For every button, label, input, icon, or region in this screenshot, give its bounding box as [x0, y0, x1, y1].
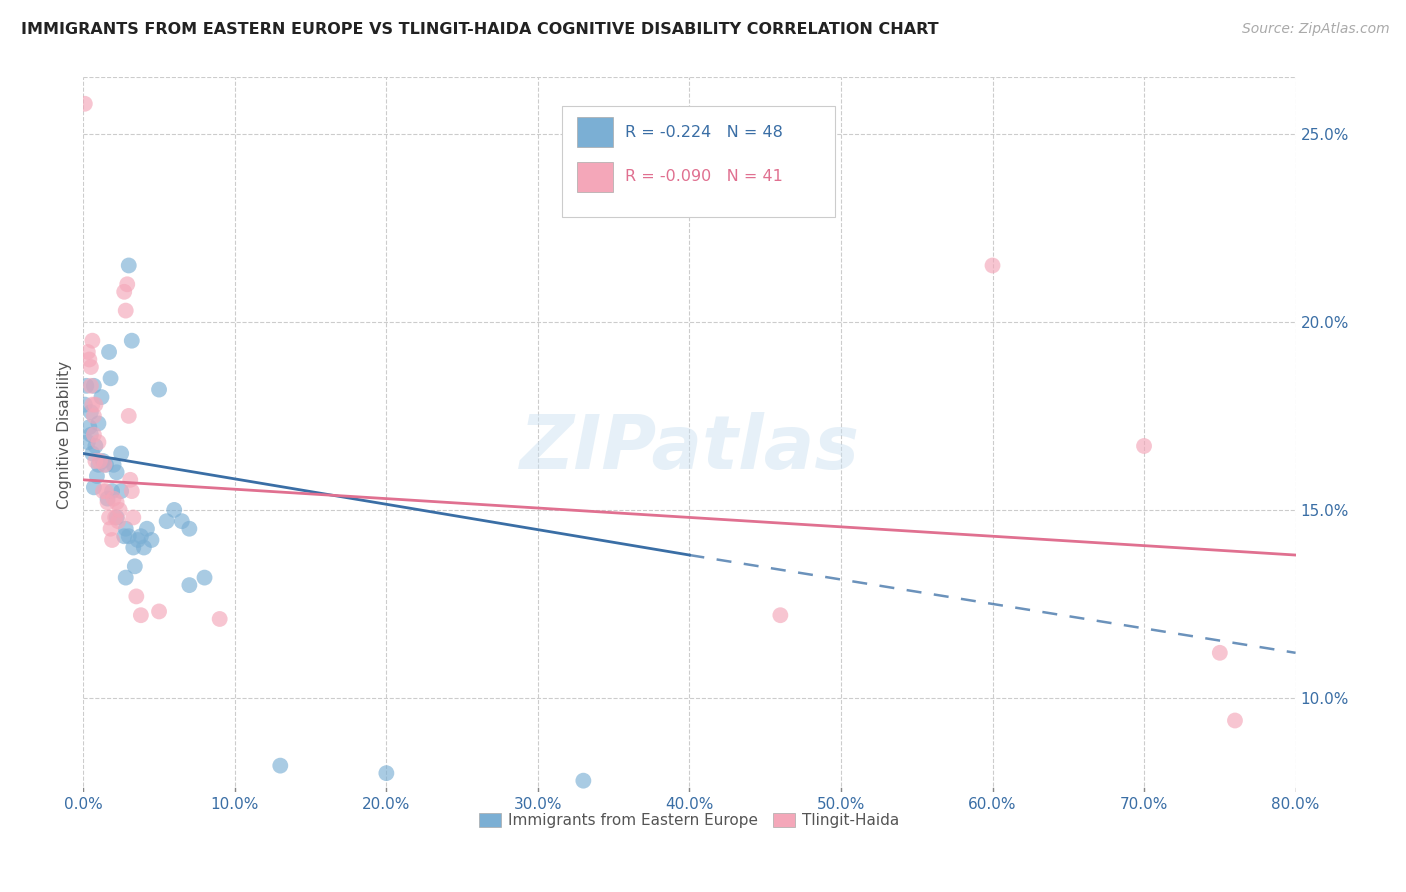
Point: [156, 514, 179, 528]
Point: [105, 510, 128, 524]
Point: [76, 345, 98, 359]
Text: R = -0.090   N = 41: R = -0.090 N = 41: [626, 169, 783, 185]
Point: [100, 371, 122, 385]
Point: [110, 446, 132, 460]
Point: [73, 96, 96, 111]
Point: [208, 612, 231, 626]
Point: [84, 398, 107, 412]
Point: [82, 446, 104, 460]
Point: [96, 495, 118, 509]
Point: [129, 529, 152, 543]
Point: [118, 529, 141, 543]
Point: [87, 458, 110, 472]
Point: [87, 435, 110, 450]
Point: [110, 484, 132, 499]
Point: [94, 458, 117, 472]
Point: [769, 608, 792, 623]
Point: [101, 533, 124, 547]
Point: [112, 529, 135, 543]
Point: [76, 435, 98, 450]
Point: [114, 303, 136, 318]
Point: [80, 427, 103, 442]
Point: [101, 484, 124, 499]
Text: Source: ZipAtlas.com: Source: ZipAtlas.com: [1241, 22, 1389, 37]
Bar: [576, 161, 613, 192]
Point: [89, 454, 111, 468]
Point: [141, 533, 163, 547]
Point: [112, 285, 135, 299]
Point: [94, 484, 117, 499]
Point: [105, 495, 128, 509]
Point: [129, 608, 152, 623]
Point: [87, 417, 110, 431]
Point: [83, 480, 105, 494]
Point: [170, 514, 193, 528]
Point: [84, 454, 107, 468]
Y-axis label: Cognitive Disability: Cognitive Disability: [58, 360, 72, 508]
Point: [125, 590, 148, 604]
Point: [105, 465, 128, 479]
Point: [83, 379, 105, 393]
Point: [80, 405, 103, 419]
Point: [1209, 646, 1232, 660]
Point: [148, 383, 170, 397]
Point: [100, 522, 122, 536]
Point: [163, 503, 186, 517]
Point: [118, 259, 141, 273]
Point: [193, 571, 215, 585]
Point: [75, 379, 97, 393]
Point: [120, 473, 142, 487]
Point: [1133, 439, 1156, 453]
Bar: [576, 118, 613, 147]
Point: [179, 578, 201, 592]
Point: [83, 409, 105, 423]
Point: [132, 541, 155, 555]
Point: [108, 503, 131, 517]
Point: [269, 758, 291, 772]
Point: [148, 604, 170, 618]
Point: [103, 491, 125, 506]
Point: [73, 398, 96, 412]
Point: [122, 541, 145, 555]
Point: [107, 514, 129, 528]
Point: [80, 359, 103, 374]
Point: [114, 571, 136, 585]
Point: [84, 439, 107, 453]
Point: [118, 409, 141, 423]
Point: [98, 510, 121, 524]
Point: [86, 469, 108, 483]
Point: [981, 259, 1004, 273]
Point: [83, 427, 105, 442]
Point: [82, 334, 104, 348]
Point: [124, 559, 146, 574]
Point: [79, 352, 101, 367]
Point: [122, 510, 145, 524]
Text: ZIPatlas: ZIPatlas: [519, 412, 859, 485]
Point: [121, 484, 143, 499]
Point: [114, 522, 136, 536]
Point: [127, 533, 149, 547]
Point: [96, 491, 118, 506]
FancyBboxPatch shape: [562, 106, 835, 217]
Point: [79, 420, 101, 434]
Point: [121, 334, 143, 348]
Point: [90, 390, 112, 404]
Point: [80, 379, 103, 393]
Point: [136, 522, 159, 536]
Text: R = -0.224   N = 48: R = -0.224 N = 48: [626, 125, 783, 140]
Point: [572, 773, 595, 788]
Point: [1223, 714, 1246, 728]
Point: [82, 398, 104, 412]
Point: [91, 454, 114, 468]
Point: [93, 458, 115, 472]
Point: [104, 510, 127, 524]
Point: [98, 345, 121, 359]
Point: [91, 484, 114, 499]
Point: [103, 458, 125, 472]
Point: [115, 277, 138, 292]
Point: [375, 766, 398, 780]
Legend: Immigrants from Eastern Europe, Tlingit-Haida: Immigrants from Eastern Europe, Tlingit-…: [472, 807, 905, 834]
Text: IMMIGRANTS FROM EASTERN EUROPE VS TLINGIT-HAIDA COGNITIVE DISABILITY CORRELATION: IMMIGRANTS FROM EASTERN EUROPE VS TLINGI…: [21, 22, 939, 37]
Point: [179, 522, 201, 536]
